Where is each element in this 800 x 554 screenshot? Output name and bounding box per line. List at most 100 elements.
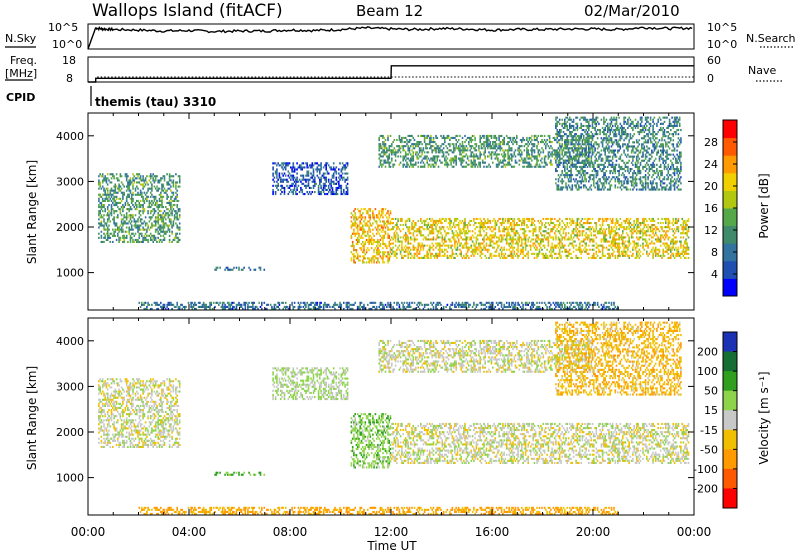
data-cell: [446, 244, 449, 247]
data-cell: [176, 240, 178, 243]
data-cell: [101, 240, 104, 243]
data-cell: [460, 161, 462, 164]
data-cell: [409, 252, 412, 255]
data-cell: [591, 248, 594, 251]
data-cell: [593, 228, 595, 231]
data-cell: [463, 224, 465, 227]
data-cell: [384, 245, 387, 248]
data-cell: [577, 246, 580, 249]
data-cell: [617, 246, 619, 249]
data-cell: [623, 254, 625, 257]
data-cell: [331, 191, 334, 194]
data-cell: [360, 249, 363, 252]
data-cell: [456, 246, 459, 249]
data-cell: [608, 254, 610, 257]
data-cell: [125, 236, 128, 239]
data-cell: [459, 143, 461, 146]
data-cell: [415, 230, 417, 233]
data-cell: [595, 246, 598, 249]
data-cell: [633, 240, 635, 243]
data-cell: [273, 176, 276, 179]
data-cell: [149, 173, 152, 176]
data-cell: [362, 232, 364, 235]
data-cell: [536, 234, 538, 237]
data-cell: [387, 261, 389, 264]
data-cell: [173, 204, 176, 207]
data-cell: [103, 187, 105, 190]
data-cell: [332, 166, 335, 169]
data-cell: [632, 240, 634, 243]
data-cell: [671, 240, 673, 243]
data-cell: [624, 246, 627, 249]
data-cell: [149, 177, 152, 180]
data-cell: [171, 230, 173, 233]
data-cell: [642, 217, 644, 220]
data-cell: [300, 174, 302, 177]
data-cell: [340, 188, 343, 191]
data-cell: [332, 176, 335, 179]
data-cell: [463, 238, 465, 241]
data-cell: [162, 234, 165, 237]
data-cell: [176, 226, 178, 229]
data-cell: [533, 252, 536, 255]
data-cell: [143, 201, 146, 204]
data-cell: [311, 164, 314, 167]
data-cell: [646, 234, 648, 237]
data-cell: [498, 136, 500, 139]
data-cell: [427, 256, 430, 259]
data-cell: [589, 248, 591, 251]
data-cell: [557, 147, 560, 150]
data-cell: [325, 162, 327, 165]
data-cell: [99, 183, 101, 186]
data-cell: [175, 222, 177, 225]
data-cell: [147, 195, 149, 198]
data-cell: [475, 250, 478, 253]
data-cell: [533, 230, 536, 233]
data-cell: [106, 214, 109, 217]
data-cell: [522, 250, 524, 253]
data-cell: [295, 193, 297, 196]
data-cell: [671, 238, 673, 241]
data-cell: [437, 254, 440, 257]
data-cell: [403, 145, 406, 148]
data-cell: [430, 226, 432, 229]
data-cell: [474, 248, 476, 251]
data-cell: [278, 172, 281, 175]
data-cell: [389, 134, 392, 137]
data-cell: [543, 143, 546, 146]
data-cell: [510, 153, 513, 156]
data-cell: [455, 161, 457, 164]
data-cell: [461, 232, 464, 235]
data-cell: [138, 173, 141, 176]
data-cell: [444, 157, 446, 160]
data-cell: [604, 230, 606, 233]
data-cell: [305, 174, 307, 177]
data-cell: [144, 238, 147, 241]
data-cell: [407, 141, 409, 144]
data-cell: [389, 165, 392, 168]
data-cell: [276, 186, 278, 189]
data-cell: [646, 252, 648, 255]
data-cell: [388, 161, 391, 164]
data-cell: [473, 250, 475, 253]
data-cell: [440, 149, 442, 152]
data-cell: [344, 180, 346, 183]
data-cell: [138, 216, 141, 219]
data-cell: [106, 173, 109, 176]
data-cell: [402, 145, 404, 148]
data-cell: [547, 256, 550, 259]
data-cell: [408, 134, 411, 137]
data-cell: [175, 236, 177, 239]
data-cell: [639, 244, 642, 247]
data-cell: [618, 228, 620, 231]
data-cell: [632, 246, 634, 249]
data-cell: [407, 157, 409, 160]
data-cell: [314, 180, 316, 183]
data-cell: [118, 228, 120, 231]
data-cell: [561, 242, 563, 245]
data-cell: [432, 136, 435, 139]
data-cell: [367, 220, 369, 223]
data-cell: [646, 244, 648, 247]
data-cell: [403, 254, 406, 257]
data-cell: [663, 250, 666, 253]
